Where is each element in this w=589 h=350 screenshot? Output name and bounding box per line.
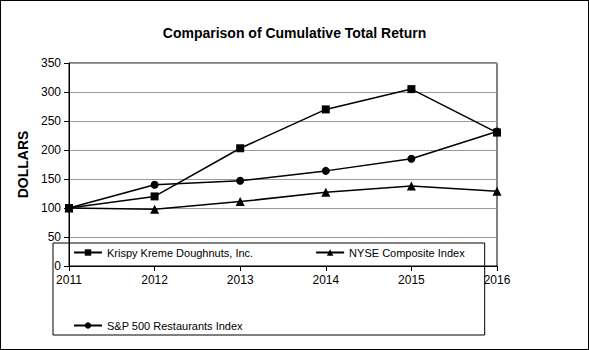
svg-text:300: 300 (41, 85, 61, 99)
svg-text:200: 200 (41, 143, 61, 157)
svg-text:50: 50 (48, 230, 62, 244)
svg-text:350: 350 (41, 56, 61, 70)
svg-text:250: 250 (41, 114, 61, 128)
svg-text:NYSE Composite Index: NYSE Composite Index (349, 247, 465, 259)
svg-text:S&P 500 Restaurants Index: S&P 500 Restaurants Index (107, 320, 243, 332)
svg-text:150: 150 (41, 172, 61, 186)
svg-text:DOLLARS: DOLLARS (15, 131, 31, 199)
svg-text:2016: 2016 (484, 273, 511, 287)
svg-text:Krispy Kreme Doughnuts, Inc.: Krispy Kreme Doughnuts, Inc. (107, 247, 253, 259)
svg-text:100: 100 (41, 201, 61, 215)
svg-text:Comparison of Cumulative Total: Comparison of Cumulative Total Return (163, 25, 426, 41)
